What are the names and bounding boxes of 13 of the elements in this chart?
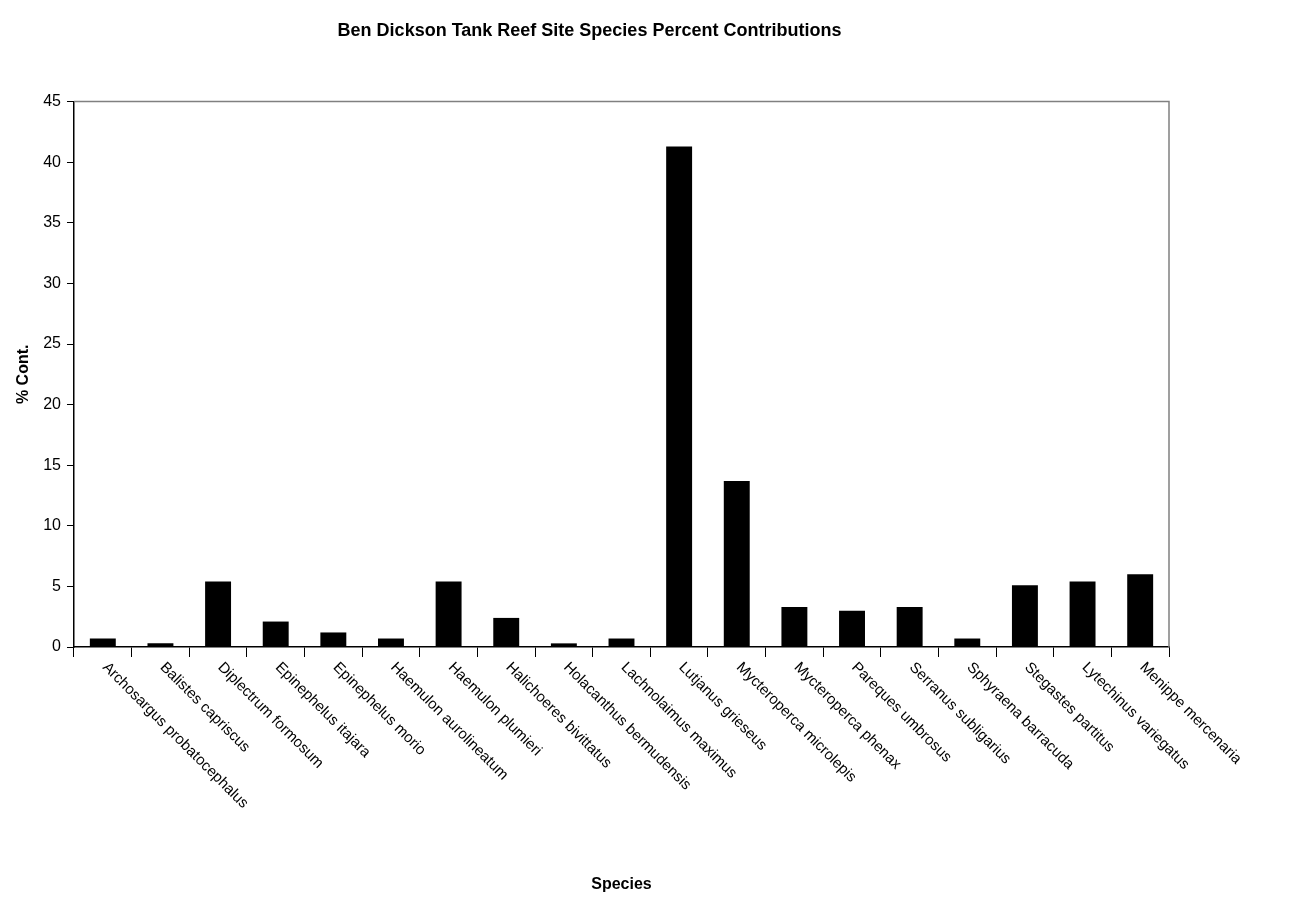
y-tick-label: 10: [43, 516, 62, 534]
y-tick-label: 5: [52, 576, 62, 594]
y-axis-title: % Cont.: [14, 344, 32, 405]
y-tick-label: 15: [43, 455, 62, 473]
y-tick-label: 20: [43, 395, 62, 413]
y-tick-label: 45: [43, 92, 62, 110]
chart-title: Ben Dickson Tank Reef Site Species Percent Contributions: [337, 19, 842, 40]
y-tick-label: 25: [43, 334, 62, 352]
x-axis-title: Species: [591, 875, 652, 893]
y-tick-label: 40: [43, 152, 62, 170]
y-tick-label: 0: [52, 637, 62, 655]
y-tick-label: 30: [43, 273, 62, 291]
y-tick-label: 35: [43, 213, 62, 231]
